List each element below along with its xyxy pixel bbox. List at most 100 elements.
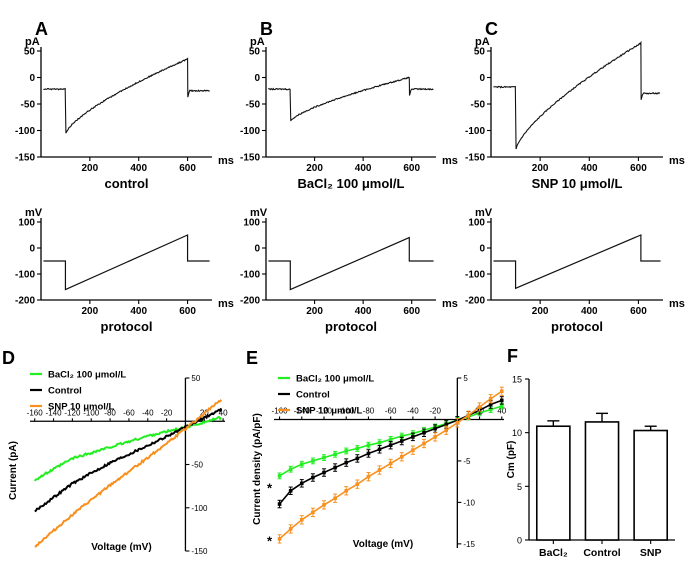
y-tick-label: -50 [246,100,261,111]
data-point [433,426,437,431]
panel-caption: SNP 10 μmol/L [532,176,623,191]
x-unit-label: ms [442,155,458,167]
x-tick-label: 40 [219,408,228,417]
panel-label: C [485,19,498,39]
data-point [377,447,382,452]
data-point [444,422,449,427]
data-point [277,474,282,478]
bar [535,425,571,541]
x-tick-label: -120 [64,408,81,417]
y-tick-label: 0 [254,73,260,84]
y-tick-label: -150 [240,153,260,164]
bar [584,421,620,541]
series-line [34,399,223,548]
current-trace [268,76,434,122]
trace-panel-PA: 100 0 -100 -200 200 400 600 mV ms protocol [15,207,234,334]
y-tick-label: 0 [254,244,260,255]
x-unit-label: ms [218,298,234,310]
legend-label: SNP 10 μmol/L [48,402,115,413]
y-tick-label: -200 [240,296,260,307]
x-tick-label: -60 [385,406,397,415]
data-point [377,440,382,445]
y-tick-label: 0 [479,73,485,84]
x-tick-label: 600 [179,306,196,317]
data-point [344,460,349,465]
significance-star: * [267,534,273,549]
y-tick-label: -100 [191,504,208,513]
data-point [355,456,360,461]
x-tick-label: -160 [27,408,44,417]
protocol-trace [493,234,661,290]
data-point [411,448,415,452]
y-tick-label: -150 [191,547,208,556]
y-tick-label: -200 [465,296,485,307]
data-point [488,402,493,407]
data-point [277,502,282,506]
x-tick-label: -80 [363,406,375,415]
x-tick-label: 600 [179,163,196,174]
y-tick-label: -150 [15,153,35,164]
y-tick-label: -5 [463,457,471,466]
panel-caption: control [104,176,148,191]
y-unit-label: mV [475,207,493,219]
legend-label: Control [296,390,330,401]
data-point [499,404,504,408]
x-tick-label: -140 [46,408,63,417]
y-tick-label: -150 [465,153,485,164]
panel-caption: protocol [101,319,153,334]
data-point [344,488,349,493]
panel-caption: protocol [551,319,603,334]
y-tick-label: 0 [29,244,35,255]
data-point [388,443,393,447]
x-tick-label: 600 [630,306,647,317]
panel-label: B [260,19,273,39]
x-unit-label: ms [442,298,458,310]
y-tick-label: -100 [15,270,35,281]
y-tick-label: 50 [24,47,36,58]
data-point [411,435,415,439]
legend-label: BaCl₂ 100 μmol/L [48,370,126,381]
data-point [322,503,326,507]
x-tick-label: 200 [82,306,99,317]
y-tick-label: -50 [21,100,36,111]
x-tick-label: 200 [82,163,99,174]
data-point [377,468,382,472]
x-tick-label: -20 [429,406,441,415]
x-tick-label: 40 [497,406,506,415]
data-point [499,398,504,403]
y-tick-label: -100 [465,270,485,281]
data-point [299,518,304,522]
data-point [288,527,293,531]
data-point [344,449,349,453]
data-point [488,407,493,412]
x-tick-label: 400 [581,163,598,174]
trace-panel-PC: 100 0 -100 -200 200 400 600 mV ms protocol [465,207,685,334]
category-label: SNP [640,547,662,559]
data-point [333,465,337,470]
x-tick-label: 600 [403,306,420,317]
y-tick-label: 0 [479,244,485,255]
y-tick-label: -15 [463,540,475,549]
x-axis-title: Voltage (mV) [353,539,413,550]
bar [633,429,669,541]
category-label: BaCl₂ [539,547,568,559]
x-tick-label: -40 [142,408,154,417]
legend-label: BaCl₂ 100 μmol/L [296,374,374,385]
y-tick-label: 5 [463,374,468,383]
trace-panel-B: 50 0 -50 -100 -150 200 400 600 pA ms BaCl₂ 100 μmo… [240,19,458,191]
x-tick-label: -100 [338,406,355,415]
y-tick-label: -100 [465,126,485,137]
y-unit-label: mV [250,207,268,219]
data-point [299,481,304,486]
x-tick-label: -100 [83,408,100,417]
data-point [311,510,315,515]
iv-panel-E: -160-140-120-100-80-60-40-2020405-5-10-1… [246,348,507,550]
data-point [388,461,393,466]
data-point [322,455,326,460]
x-tick-label: 600 [630,163,647,174]
y-tick-label: 5 [517,482,522,492]
panel-caption: BaCl₂ 100 μmol/L [298,176,405,191]
panel-label: D [2,348,15,368]
x-tick-label: 400 [581,306,598,317]
data-point [277,537,282,541]
